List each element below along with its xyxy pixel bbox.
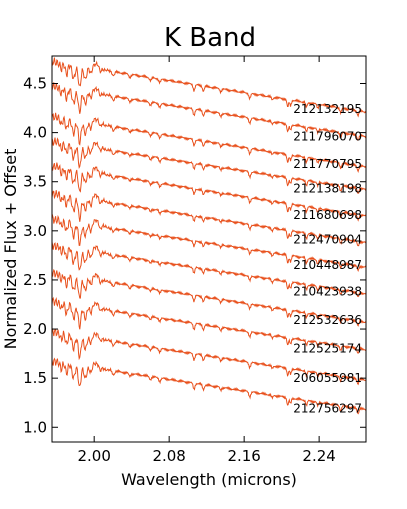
chart-title: K Band xyxy=(164,23,256,53)
star-id-label: 211770795 xyxy=(293,157,362,171)
star-id-label: 211796070 xyxy=(293,130,362,144)
y-axis-ticks: 1.0 1.5 2.0 2.5 3.0 3.5 4.0 4.5 xyxy=(23,75,366,436)
star-id-label: 212132195 xyxy=(293,102,362,116)
y-tick-label: 3.0 xyxy=(23,222,47,240)
y-tick-label: 4.5 xyxy=(23,75,47,93)
star-id-label: 212138198 xyxy=(293,182,362,196)
plot-frame xyxy=(51,55,367,443)
spectrum-line xyxy=(51,268,367,327)
spectrum-line xyxy=(51,162,367,222)
spectrum-line xyxy=(51,241,367,298)
spectrum-line xyxy=(51,137,367,194)
spectrum-line xyxy=(51,328,367,386)
x-tick-label: 2.16 xyxy=(227,447,260,465)
y-axis-label: Normalized Flux + Offset xyxy=(1,149,20,350)
y-tick-label: 2.0 xyxy=(23,320,47,338)
spectrum-line xyxy=(51,190,367,247)
spectrum-line xyxy=(51,296,367,354)
star-id-label: 210448987 xyxy=(293,258,362,272)
x-axis-label: Wavelength (microns) xyxy=(121,470,297,489)
spectrum-line xyxy=(51,112,367,174)
y-tick-label: 4.0 xyxy=(23,124,47,142)
y-tick-label: 2.5 xyxy=(23,271,47,289)
spectrum-line xyxy=(51,213,367,273)
star-id-labels: 212132195 211796070 211770795 212138198 2116… xyxy=(293,102,362,416)
star-id-label: 210423938 xyxy=(293,285,362,299)
y-tick-label: 3.5 xyxy=(23,173,47,191)
star-id-label: 211680698 xyxy=(293,208,362,222)
star-id-label: 212532636 xyxy=(293,313,362,327)
spectrum-line xyxy=(51,82,367,141)
y-tick-label: 1.0 xyxy=(23,418,47,436)
x-axis-ticks: 2.00 2.08 2.16 2.24 xyxy=(77,56,336,465)
x-tick-label: 2.00 xyxy=(77,447,110,465)
spectrum-line xyxy=(51,357,367,415)
spectrum-line xyxy=(51,57,367,118)
x-tick-label: 2.08 xyxy=(152,447,185,465)
star-id-label: 212756297 xyxy=(293,402,362,416)
spectra-lines xyxy=(51,57,367,415)
star-id-label: 206055981 xyxy=(293,371,362,385)
star-id-label: 212525174 xyxy=(293,342,362,356)
x-tick-label: 2.24 xyxy=(302,447,335,465)
star-id-label: 212470904 xyxy=(293,233,362,247)
y-tick-label: 1.5 xyxy=(23,369,47,387)
